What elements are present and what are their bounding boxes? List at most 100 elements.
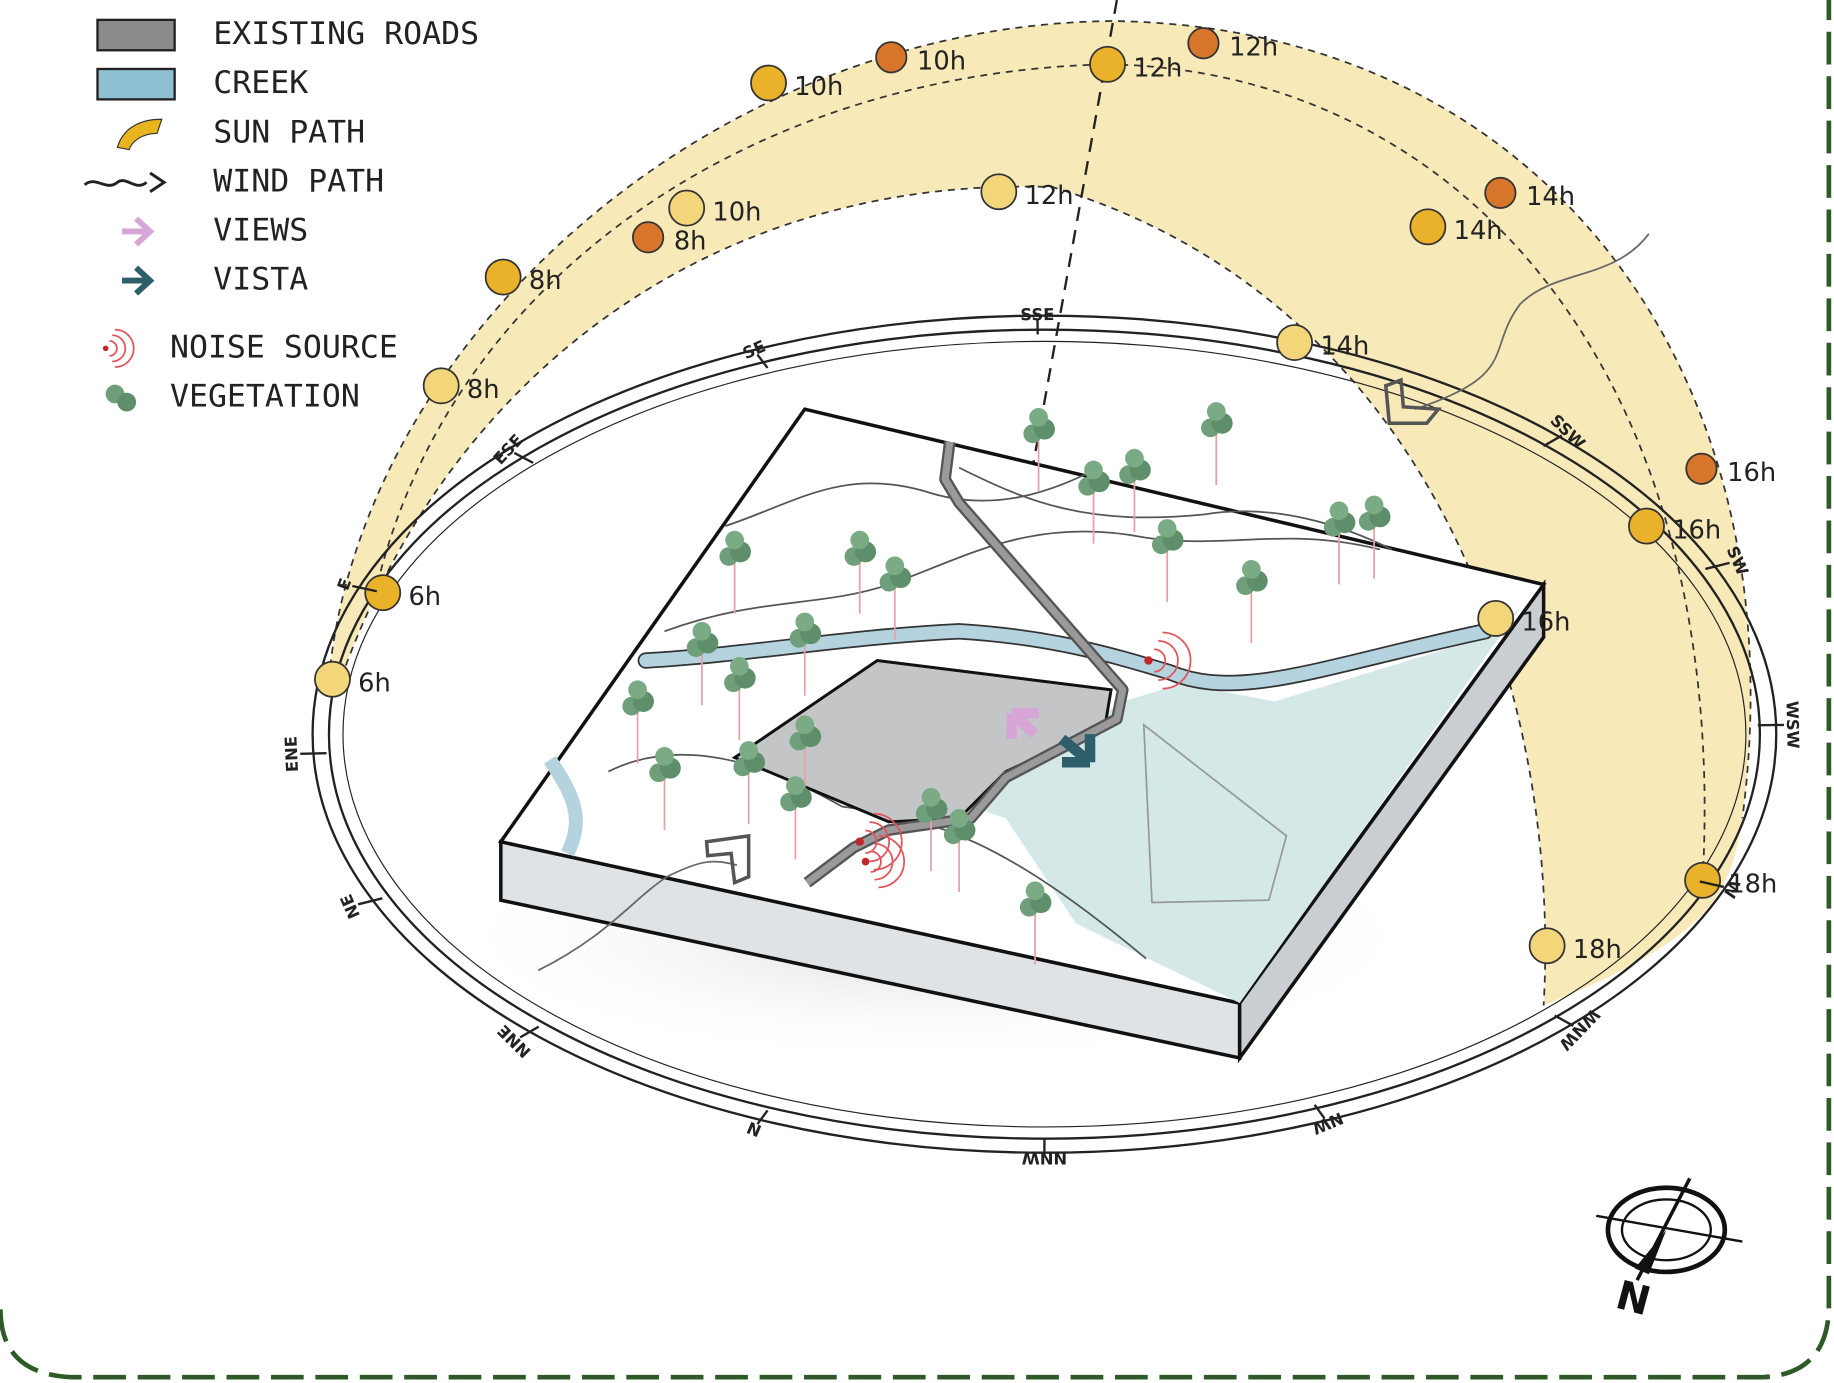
sun-marker bbox=[875, 41, 908, 74]
sun-hour: 14h bbox=[1320, 332, 1369, 362]
legend-label: WIND PATH bbox=[213, 163, 384, 199]
tree-crown bbox=[1364, 495, 1384, 515]
noise-dot bbox=[102, 345, 109, 352]
compass-label: SE bbox=[740, 337, 769, 364]
compass-label: NNW bbox=[1022, 1149, 1067, 1168]
rose-needle bbox=[1634, 1229, 1667, 1275]
sun-hour: 16h bbox=[1521, 608, 1570, 638]
legend-label: VEGETATION bbox=[170, 378, 360, 414]
sun-marker bbox=[1628, 507, 1665, 545]
axis-line bbox=[987, 0, 1119, 714]
legend-swatch bbox=[83, 171, 167, 193]
creek bbox=[544, 755, 583, 857]
tree-crown bbox=[1025, 881, 1045, 901]
noise-wave bbox=[873, 812, 903, 871]
tree-crown bbox=[1084, 460, 1103, 480]
sun-hour: 10h bbox=[712, 197, 761, 227]
sun-marker bbox=[422, 367, 460, 405]
noise-wave bbox=[874, 842, 894, 881]
sun-marker bbox=[1528, 927, 1566, 965]
compass-label: NW bbox=[1309, 1108, 1346, 1138]
compass-ring bbox=[342, 340, 1747, 1128]
compass-label: NE bbox=[337, 891, 364, 921]
noise-wave bbox=[112, 334, 127, 363]
sun-hour: 16h bbox=[1672, 515, 1721, 545]
wind-path bbox=[537, 860, 738, 972]
legend: EXISTING ROADS CREEK SUN PATH WIND PATH VIEW… bbox=[83, 16, 479, 414]
sun-hour: 12h bbox=[1133, 53, 1182, 83]
tree-crown bbox=[729, 657, 749, 676]
sun-marker bbox=[1685, 452, 1718, 485]
north-label: N bbox=[1611, 1272, 1655, 1325]
tree-crown bbox=[949, 808, 969, 828]
contour bbox=[724, 466, 1100, 527]
tree-crown bbox=[1206, 402, 1226, 421]
sun-hour: 10h bbox=[794, 72, 843, 102]
compass-label: ESE bbox=[490, 430, 527, 468]
tree-crown bbox=[1125, 448, 1144, 468]
sun-marker bbox=[632, 221, 665, 254]
compass-tick bbox=[513, 451, 534, 464]
tree-crown bbox=[1329, 501, 1349, 521]
legend-label: VISTA bbox=[213, 262, 308, 298]
noise-dot bbox=[855, 837, 864, 846]
tree-crown bbox=[725, 530, 744, 550]
wind-arrow bbox=[704, 833, 751, 886]
compass-tick bbox=[357, 897, 383, 906]
sun-marker bbox=[980, 173, 1018, 211]
sun-marker bbox=[1477, 600, 1515, 637]
wind-path bbox=[1414, 233, 1650, 411]
tree-crown bbox=[1157, 519, 1177, 538]
sun-arc bbox=[326, 20, 1752, 819]
sun-marker bbox=[364, 574, 402, 612]
noise-wave bbox=[878, 835, 906, 889]
vista-arrow bbox=[1058, 734, 1096, 768]
tree-crown bbox=[795, 612, 815, 632]
noise-dot bbox=[1144, 656, 1153, 665]
tree-crown bbox=[1029, 408, 1048, 427]
legend-label: EXISTING ROADS bbox=[213, 16, 479, 52]
sun-hour: 8h bbox=[467, 375, 500, 405]
sun-marker bbox=[1276, 324, 1314, 361]
tree-crown bbox=[850, 530, 870, 550]
noise-wave bbox=[870, 850, 882, 873]
icons bbox=[855, 631, 1192, 889]
sun-hour: 6h bbox=[358, 668, 391, 698]
sun-hour: 6h bbox=[408, 582, 441, 612]
tree-crown bbox=[692, 621, 712, 641]
compass-tick bbox=[756, 1109, 769, 1125]
sun-marker bbox=[314, 660, 351, 698]
compass-tick bbox=[300, 751, 327, 756]
trees bbox=[622, 402, 1391, 965]
north-rose: N bbox=[1596, 1177, 1743, 1325]
legend-label: NOISE SOURCE bbox=[170, 329, 398, 365]
sun-hour: 8h bbox=[674, 226, 707, 256]
sun-hour: 12h bbox=[1025, 181, 1074, 211]
sun-hour: 10h bbox=[917, 46, 966, 76]
rose-ring bbox=[1605, 1185, 1728, 1275]
sun-marker bbox=[1484, 176, 1517, 209]
sun-hour: 12h bbox=[1229, 32, 1278, 62]
sun-marker bbox=[484, 258, 522, 296]
compass-tick bbox=[1705, 561, 1730, 571]
noise-wave bbox=[869, 821, 890, 863]
noise-wave bbox=[1162, 631, 1192, 690]
compass-tick bbox=[1554, 1014, 1574, 1027]
compass-label: SSE bbox=[1020, 305, 1054, 324]
noise-wave bbox=[109, 340, 118, 357]
tree-crown bbox=[921, 787, 941, 807]
sun-hour: 14h bbox=[1454, 216, 1503, 246]
sun-marker bbox=[668, 189, 706, 227]
sun-hour: 16h bbox=[1727, 458, 1776, 488]
sun-hour: 18h bbox=[1728, 869, 1777, 899]
sun-marker bbox=[750, 64, 787, 102]
rose-ring bbox=[1620, 1198, 1712, 1262]
sun-hour: 18h bbox=[1573, 935, 1622, 965]
water bbox=[970, 607, 1521, 1004]
sun-band bbox=[327, 21, 1751, 1006]
views-arrow bbox=[1006, 707, 1039, 739]
compass-label: WSW bbox=[1782, 701, 1802, 749]
tree-crown bbox=[786, 776, 805, 795]
